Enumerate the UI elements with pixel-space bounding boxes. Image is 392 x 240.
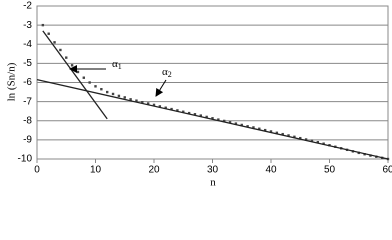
data-point bbox=[158, 105, 162, 108]
data-point bbox=[53, 41, 56, 44]
x-tick-label: 50 bbox=[324, 165, 336, 176]
chart: n ln (Sn/n) -10 -9 -8 -7 -6 -5 -4 -3 -2 0 10 20 30 40… bbox=[6, 1, 392, 189]
data-point bbox=[82, 76, 85, 79]
data-point bbox=[223, 119, 226, 123]
annotation-symbol: α bbox=[112, 58, 118, 70]
data-point bbox=[70, 64, 74, 67]
data-point bbox=[234, 122, 238, 125]
x-tick-label: 60 bbox=[382, 165, 392, 176]
data-point bbox=[111, 92, 115, 96]
y-tick-label: -2 bbox=[23, 1, 32, 12]
y-tick-label: -7 bbox=[23, 96, 32, 107]
data-point bbox=[135, 99, 138, 102]
data-point bbox=[275, 131, 279, 134]
data-point bbox=[65, 56, 68, 59]
data-point bbox=[304, 138, 308, 141]
x-axis-label: n bbox=[210, 177, 216, 189]
data-point bbox=[316, 140, 319, 144]
plot-frame bbox=[36, 5, 389, 160]
y-tick-label: -3 bbox=[23, 20, 32, 31]
fit-line bbox=[36, 78, 389, 160]
data-point bbox=[59, 48, 62, 52]
y-tick-label: -10 bbox=[18, 154, 33, 165]
data-point bbox=[100, 87, 103, 91]
data-point bbox=[129, 98, 132, 101]
annotation-subscript: 2 bbox=[168, 70, 172, 79]
data-point bbox=[299, 136, 302, 140]
annotation: α2 bbox=[162, 66, 172, 79]
fit-line bbox=[42, 30, 108, 120]
x-tick-label: 30 bbox=[207, 165, 219, 176]
y-tick-label: -6 bbox=[23, 77, 32, 88]
data-point bbox=[287, 134, 290, 137]
data-point bbox=[258, 127, 261, 130]
data-point bbox=[246, 125, 249, 128]
data-point bbox=[141, 100, 144, 104]
annotation-subscript: 1 bbox=[118, 62, 122, 71]
data-point bbox=[240, 123, 243, 127]
annotation-symbol: α bbox=[162, 66, 168, 78]
data-point bbox=[176, 109, 179, 112]
y-axis-label: ln (Sn/n) bbox=[6, 62, 18, 101]
data-point bbox=[281, 132, 284, 136]
data-point bbox=[117, 94, 121, 98]
x-tick-label: 10 bbox=[90, 165, 102, 176]
data-point bbox=[146, 102, 150, 105]
data-point bbox=[187, 111, 191, 115]
data-point bbox=[76, 70, 80, 74]
annotation: α1 bbox=[112, 58, 122, 71]
annotation-arrow bbox=[155, 79, 167, 97]
y-tick-label: -4 bbox=[23, 39, 32, 50]
data-point bbox=[47, 32, 50, 35]
data-point bbox=[269, 130, 273, 133]
data-point bbox=[88, 81, 91, 84]
x-tick-label: 0 bbox=[34, 165, 40, 176]
data-point bbox=[293, 135, 296, 139]
data-point bbox=[322, 142, 325, 145]
data-point bbox=[152, 103, 156, 107]
data-point bbox=[263, 128, 267, 132]
data-point bbox=[106, 90, 109, 94]
data-point bbox=[199, 114, 202, 117]
y-tick-label: -8 bbox=[23, 115, 32, 126]
y-tick-label: -9 bbox=[23, 135, 32, 146]
data-point bbox=[217, 118, 220, 121]
data-point bbox=[252, 126, 255, 129]
data-point bbox=[205, 115, 208, 119]
x-tick-label: 20 bbox=[148, 165, 160, 176]
data-point bbox=[164, 106, 167, 109]
data-point bbox=[228, 121, 232, 124]
data-point bbox=[41, 23, 45, 27]
data-point bbox=[310, 139, 314, 143]
data-point bbox=[182, 110, 185, 113]
data-point bbox=[170, 107, 173, 111]
y-tick-label: -5 bbox=[23, 58, 32, 69]
data-point bbox=[193, 113, 197, 116]
data-point bbox=[123, 96, 126, 99]
x-tick-label: 40 bbox=[265, 165, 277, 176]
data-point bbox=[94, 85, 97, 88]
data-point bbox=[211, 117, 214, 120]
